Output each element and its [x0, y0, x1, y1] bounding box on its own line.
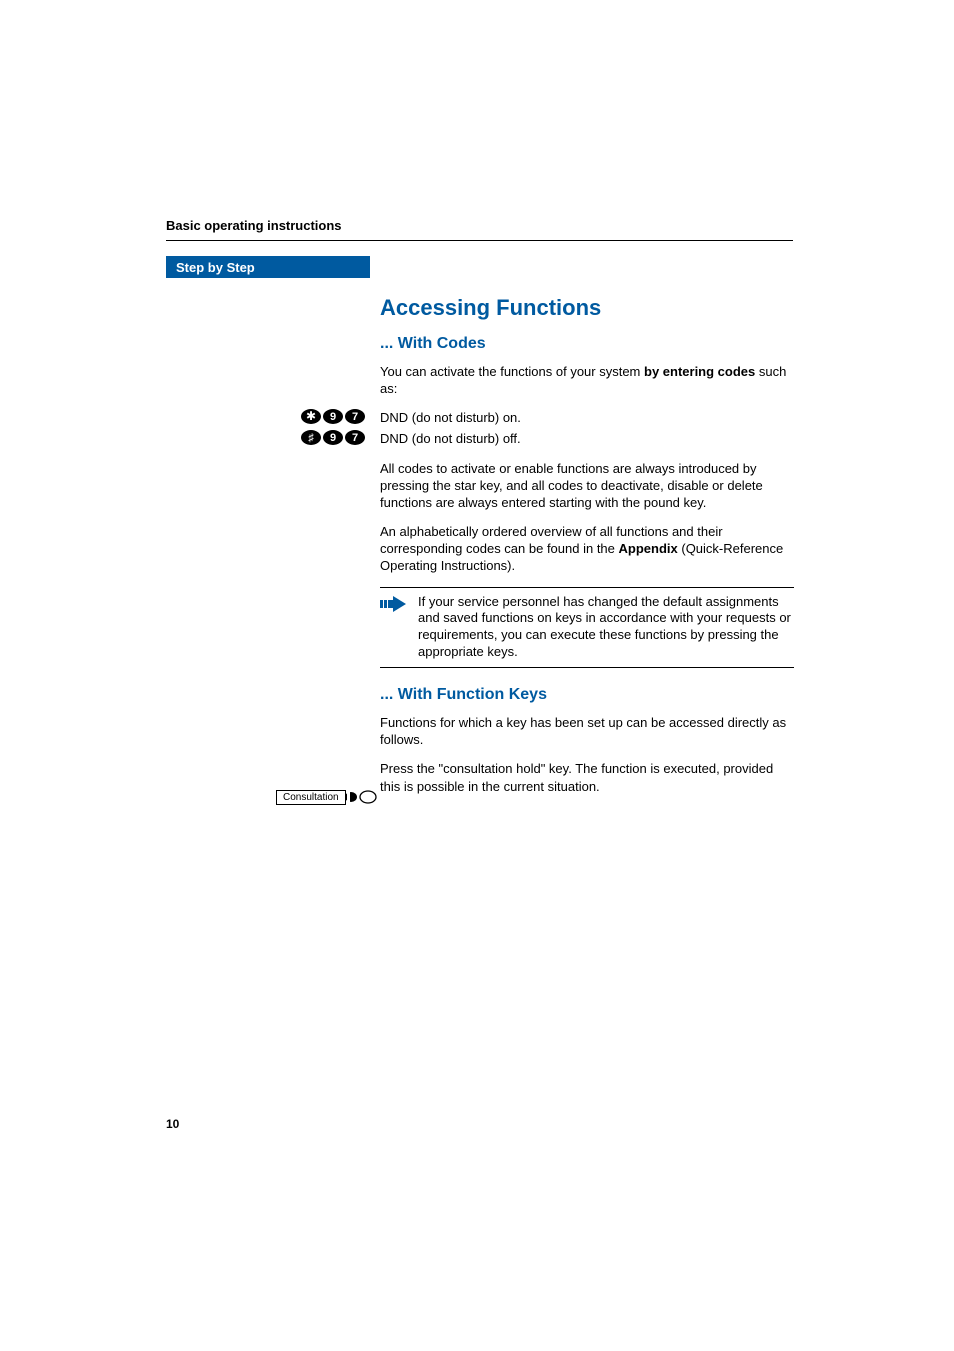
- key-star-icon: ✱: [300, 408, 322, 425]
- appendix-para: An alphabetically ordered overview of al…: [380, 523, 794, 574]
- heading-accessing-functions: Accessing Functions: [380, 295, 794, 321]
- header-rule: [166, 240, 793, 241]
- function-keys-intro: Functions for which a key has been set u…: [380, 714, 794, 748]
- dnd-on-text: DND (do not disturb) on.: [380, 409, 794, 426]
- with-codes-intro: You can activate the functions of your s…: [380, 363, 794, 397]
- running-head: Basic operating instructions: [166, 218, 342, 233]
- svg-text:7: 7: [352, 411, 358, 423]
- content-column: Accessing Functions ... With Codes You c…: [380, 295, 794, 807]
- sidebar-tab: Step by Step: [166, 256, 370, 278]
- dnd-off-text: DND (do not disturb) off.: [380, 430, 794, 447]
- key-7-icon: 7: [344, 429, 366, 446]
- intro-plain: You can activate the functions of your s…: [380, 364, 644, 379]
- heading-with-codes: ... With Codes: [380, 335, 794, 353]
- key-sequence-dnd-off: ♯ 9 7: [300, 429, 366, 449]
- svg-text:✱: ✱: [306, 409, 316, 423]
- consultation-key-icons: [344, 790, 378, 809]
- key-7-icon: 7: [344, 408, 366, 425]
- appendix-bold: Appendix: [619, 541, 678, 556]
- key-label-consultation: Consultation: [276, 790, 346, 805]
- svg-text:7: 7: [352, 432, 358, 444]
- codes-explanation: All codes to activate or enable function…: [380, 460, 794, 511]
- key-hash-icon: ♯: [300, 429, 322, 446]
- intro-bold: by entering codes: [644, 364, 755, 379]
- svg-text:9: 9: [330, 432, 336, 444]
- page: Basic operating instructions Step by Ste…: [0, 0, 954, 1351]
- svg-text:9: 9: [330, 411, 336, 423]
- key-9-icon: 9: [322, 429, 344, 446]
- consultation-para: Press the "consultation hold" key. The f…: [380, 760, 794, 794]
- note-arrow-icon: [380, 594, 408, 662]
- heading-with-function-keys: ... With Function Keys: [380, 686, 794, 704]
- key-9-icon: 9: [322, 408, 344, 425]
- note-box: If your service personnel has changed th…: [380, 587, 794, 669]
- note-text: If your service personnel has changed th…: [418, 594, 794, 662]
- page-number: 10: [166, 1117, 179, 1131]
- key-sequence-dnd-on: ✱ 9 7: [300, 408, 366, 428]
- svg-text:♯: ♯: [308, 432, 314, 444]
